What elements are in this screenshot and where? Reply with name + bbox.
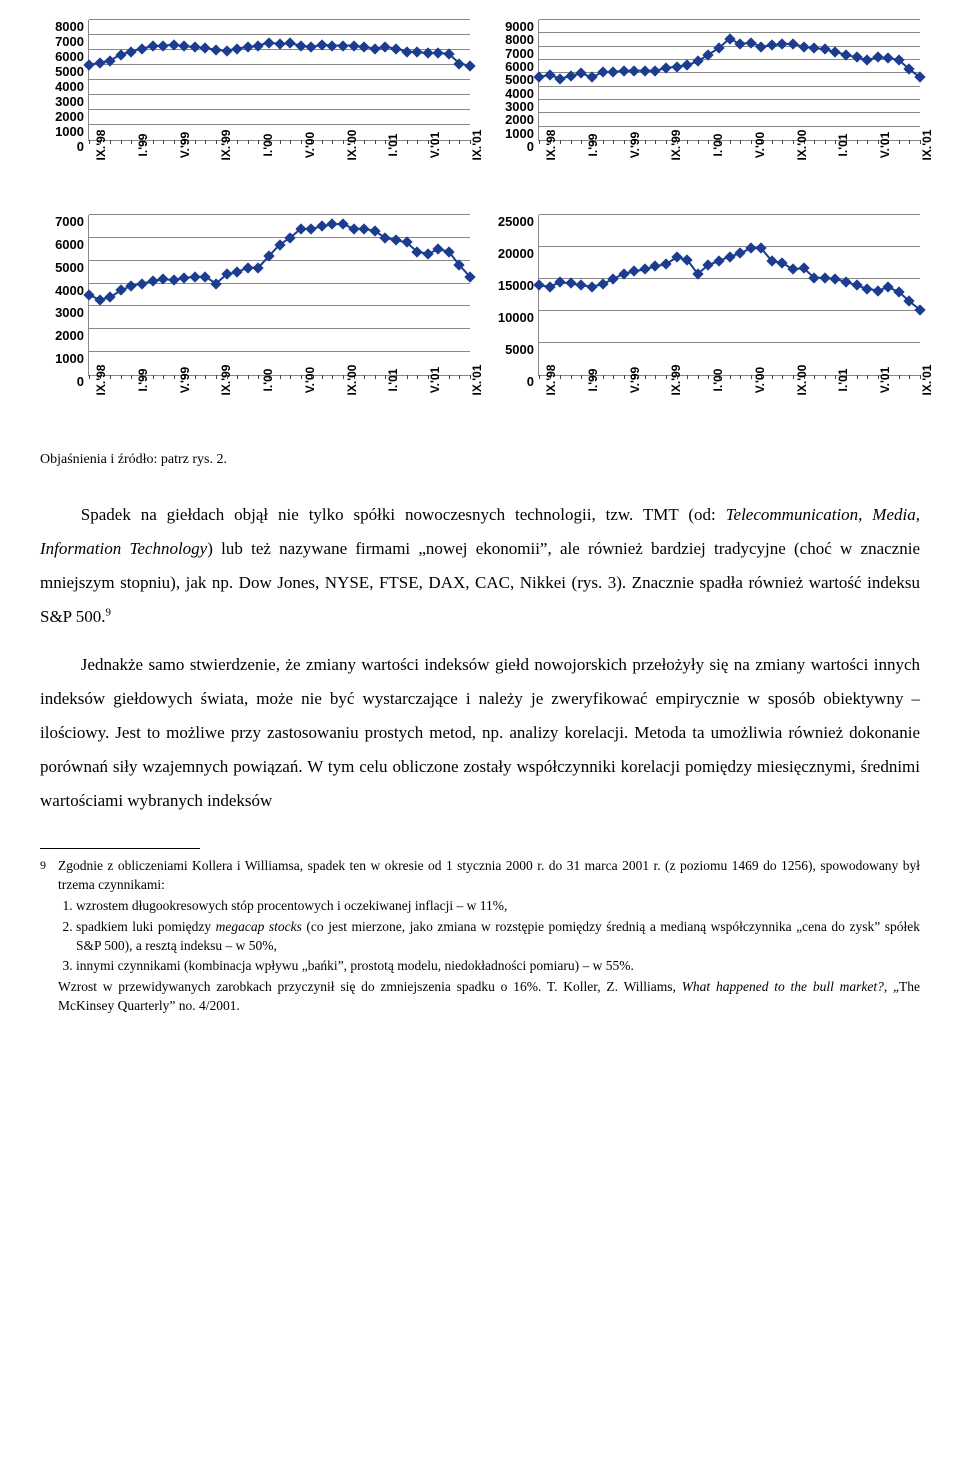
footnote-intro: Zgodnie z obliczeniami Kollera i William… xyxy=(58,858,920,892)
x-tick-label: I.'01 xyxy=(836,134,850,157)
chart-cac-40: CAC 4001000200030004000500060007000IX.'9… xyxy=(40,215,470,422)
y-axis: 01000200030004000500060007000 xyxy=(40,215,88,375)
x-tick-label: I.'99 xyxy=(586,134,600,157)
x-tick-label: I.'00 xyxy=(261,369,275,392)
data-series xyxy=(539,215,920,375)
x-tick-label: V.'01 xyxy=(878,367,892,393)
x-tick-label: I.'00 xyxy=(711,369,725,392)
x-tick-label: V.'00 xyxy=(303,132,317,158)
x-tick-label: IX.'98 xyxy=(544,365,558,396)
plot-area xyxy=(538,215,920,376)
x-tick-label: IX.'00 xyxy=(795,365,809,396)
y-axis: 0500010000150002000025000 xyxy=(490,215,538,375)
x-tick-label: IX.'99 xyxy=(669,365,683,396)
x-tick-label: V.'01 xyxy=(428,367,442,393)
x-tick-label: IX.'01 xyxy=(920,365,934,396)
footnote-marker: 9 xyxy=(40,857,58,1016)
x-tick-label: IX.'99 xyxy=(669,130,683,161)
x-axis: IX.'98I.'99V.'99IX.'99I.'00V.'00IX.'00I.… xyxy=(84,376,470,422)
chart-ftse100: FTSE100010002000300040005000600070008000… xyxy=(40,20,470,187)
x-tick-label: I.'01 xyxy=(386,134,400,157)
x-tick-label: IX.'99 xyxy=(219,130,233,161)
footnote-item: spadkiem luki pomiędzy megacap stocks (c… xyxy=(76,918,920,956)
x-tick-label: V.'99 xyxy=(178,132,192,158)
footnote-item: wzrostem długookresowych stóp procentowy… xyxy=(76,897,920,916)
x-tick-label: IX.'99 xyxy=(219,365,233,396)
x-tick-label: IX.'98 xyxy=(94,365,108,396)
x-tick-label: V.'00 xyxy=(753,367,767,393)
x-axis: IX.'98I.'99V.'99IX.'99I.'00V.'00IX.'00I.… xyxy=(534,141,920,187)
plot-area xyxy=(538,20,920,141)
x-tick-label: V.'99 xyxy=(628,132,642,158)
footnote-tail: Wzrost w przewidywanych zarobkach przycz… xyxy=(58,979,920,1013)
x-tick-label: I.'01 xyxy=(836,369,850,392)
x-tick-label: IX.'01 xyxy=(470,130,484,161)
plot-area xyxy=(88,20,470,141)
footnote-rule xyxy=(40,848,200,849)
x-tick-label: I.'99 xyxy=(136,134,150,157)
paragraph-2: Jednakże samo stwierdzenie, że zmiany wa… xyxy=(40,648,920,818)
x-tick-label: IX.'98 xyxy=(544,130,558,161)
plot-area xyxy=(88,215,470,376)
x-tick-label: I.'00 xyxy=(261,134,275,157)
x-tick-label: V.'99 xyxy=(178,367,192,393)
x-tick-label: V.'01 xyxy=(428,132,442,158)
x-tick-label: I.'00 xyxy=(711,134,725,157)
footnote-list: wzrostem długookresowych stóp procentowy… xyxy=(76,897,920,977)
x-tick-label: IX.'00 xyxy=(795,130,809,161)
footnote-body: Zgodnie z obliczeniami Kollera i William… xyxy=(58,857,920,1016)
x-tick-label: V.'00 xyxy=(753,132,767,158)
x-axis: IX.'98I.'99V.'99IX.'99I.'00V.'00IX.'00I.… xyxy=(534,376,920,422)
x-tick-label: V.'01 xyxy=(878,132,892,158)
x-tick-label: IX.'98 xyxy=(94,130,108,161)
paragraph-1: Spadek na giełdach objął nie tylko spółk… xyxy=(40,498,920,634)
x-tick-label: V.'99 xyxy=(628,367,642,393)
x-tick-label: I.'01 xyxy=(386,369,400,392)
footnote: 9 Zgodnie z obliczeniami Kollera i Willi… xyxy=(40,857,920,1016)
charts-grid: FTSE100010002000300040005000600070008000… xyxy=(40,20,920,422)
chart-dax: DAX0100020003000400050006000700080009000… xyxy=(490,20,920,187)
footnote-item: innymi czynnikami (kombinacja wpływu „ba… xyxy=(76,957,920,976)
y-axis: 0100020003000400050006000700080009000 xyxy=(490,20,538,140)
x-tick-label: I.'99 xyxy=(586,369,600,392)
x-tick-label: IX.'00 xyxy=(345,365,359,396)
line xyxy=(89,224,470,299)
x-axis: IX.'98I.'99V.'99IX.'99I.'00V.'00IX.'00I.… xyxy=(84,141,470,187)
x-tick-label: IX.'01 xyxy=(920,130,934,161)
caption: Objaśnienia i źródło: patrz rys. 2. xyxy=(40,452,920,468)
x-tick-label: IX.'01 xyxy=(470,365,484,396)
x-tick-label: I.'99 xyxy=(136,369,150,392)
chart-nikkei-225: Nikkei 2250500010000150002000025000IX.'9… xyxy=(490,215,920,422)
x-tick-label: IX.'00 xyxy=(345,130,359,161)
x-tick-label: V.'00 xyxy=(303,367,317,393)
y-axis: 010002000300040005000600070008000 xyxy=(40,20,88,140)
